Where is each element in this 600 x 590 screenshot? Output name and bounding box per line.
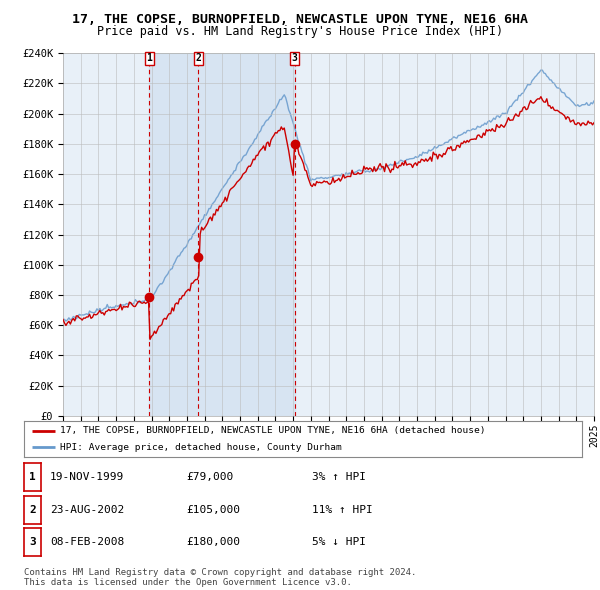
Text: 2: 2	[29, 505, 36, 514]
Text: HPI: Average price, detached house, County Durham: HPI: Average price, detached house, Coun…	[60, 443, 342, 452]
Text: 11% ↑ HPI: 11% ↑ HPI	[312, 505, 373, 514]
Text: £79,000: £79,000	[186, 473, 233, 482]
Text: £105,000: £105,000	[186, 505, 240, 514]
Text: Price paid vs. HM Land Registry's House Price Index (HPI): Price paid vs. HM Land Registry's House …	[97, 25, 503, 38]
Text: 17, THE COPSE, BURNOPFIELD, NEWCASTLE UPON TYNE, NE16 6HA (detached house): 17, THE COPSE, BURNOPFIELD, NEWCASTLE UP…	[60, 426, 486, 435]
Text: 17, THE COPSE, BURNOPFIELD, NEWCASTLE UPON TYNE, NE16 6HA: 17, THE COPSE, BURNOPFIELD, NEWCASTLE UP…	[72, 13, 528, 26]
Text: 1: 1	[29, 473, 36, 482]
Text: 5% ↓ HPI: 5% ↓ HPI	[312, 537, 366, 547]
Text: £180,000: £180,000	[186, 537, 240, 547]
Text: Contains HM Land Registry data © Crown copyright and database right 2024.
This d: Contains HM Land Registry data © Crown c…	[24, 568, 416, 587]
Text: 2: 2	[195, 53, 201, 63]
Bar	[149, 53, 295, 416]
Text: 3% ↑ HPI: 3% ↑ HPI	[312, 473, 366, 482]
Text: 08-FEB-2008: 08-FEB-2008	[50, 537, 124, 547]
Text: 19-NOV-1999: 19-NOV-1999	[50, 473, 124, 482]
Text: 3: 3	[292, 53, 298, 63]
Text: 1: 1	[146, 53, 152, 63]
Text: 3: 3	[29, 537, 36, 547]
Text: 23-AUG-2002: 23-AUG-2002	[50, 505, 124, 514]
